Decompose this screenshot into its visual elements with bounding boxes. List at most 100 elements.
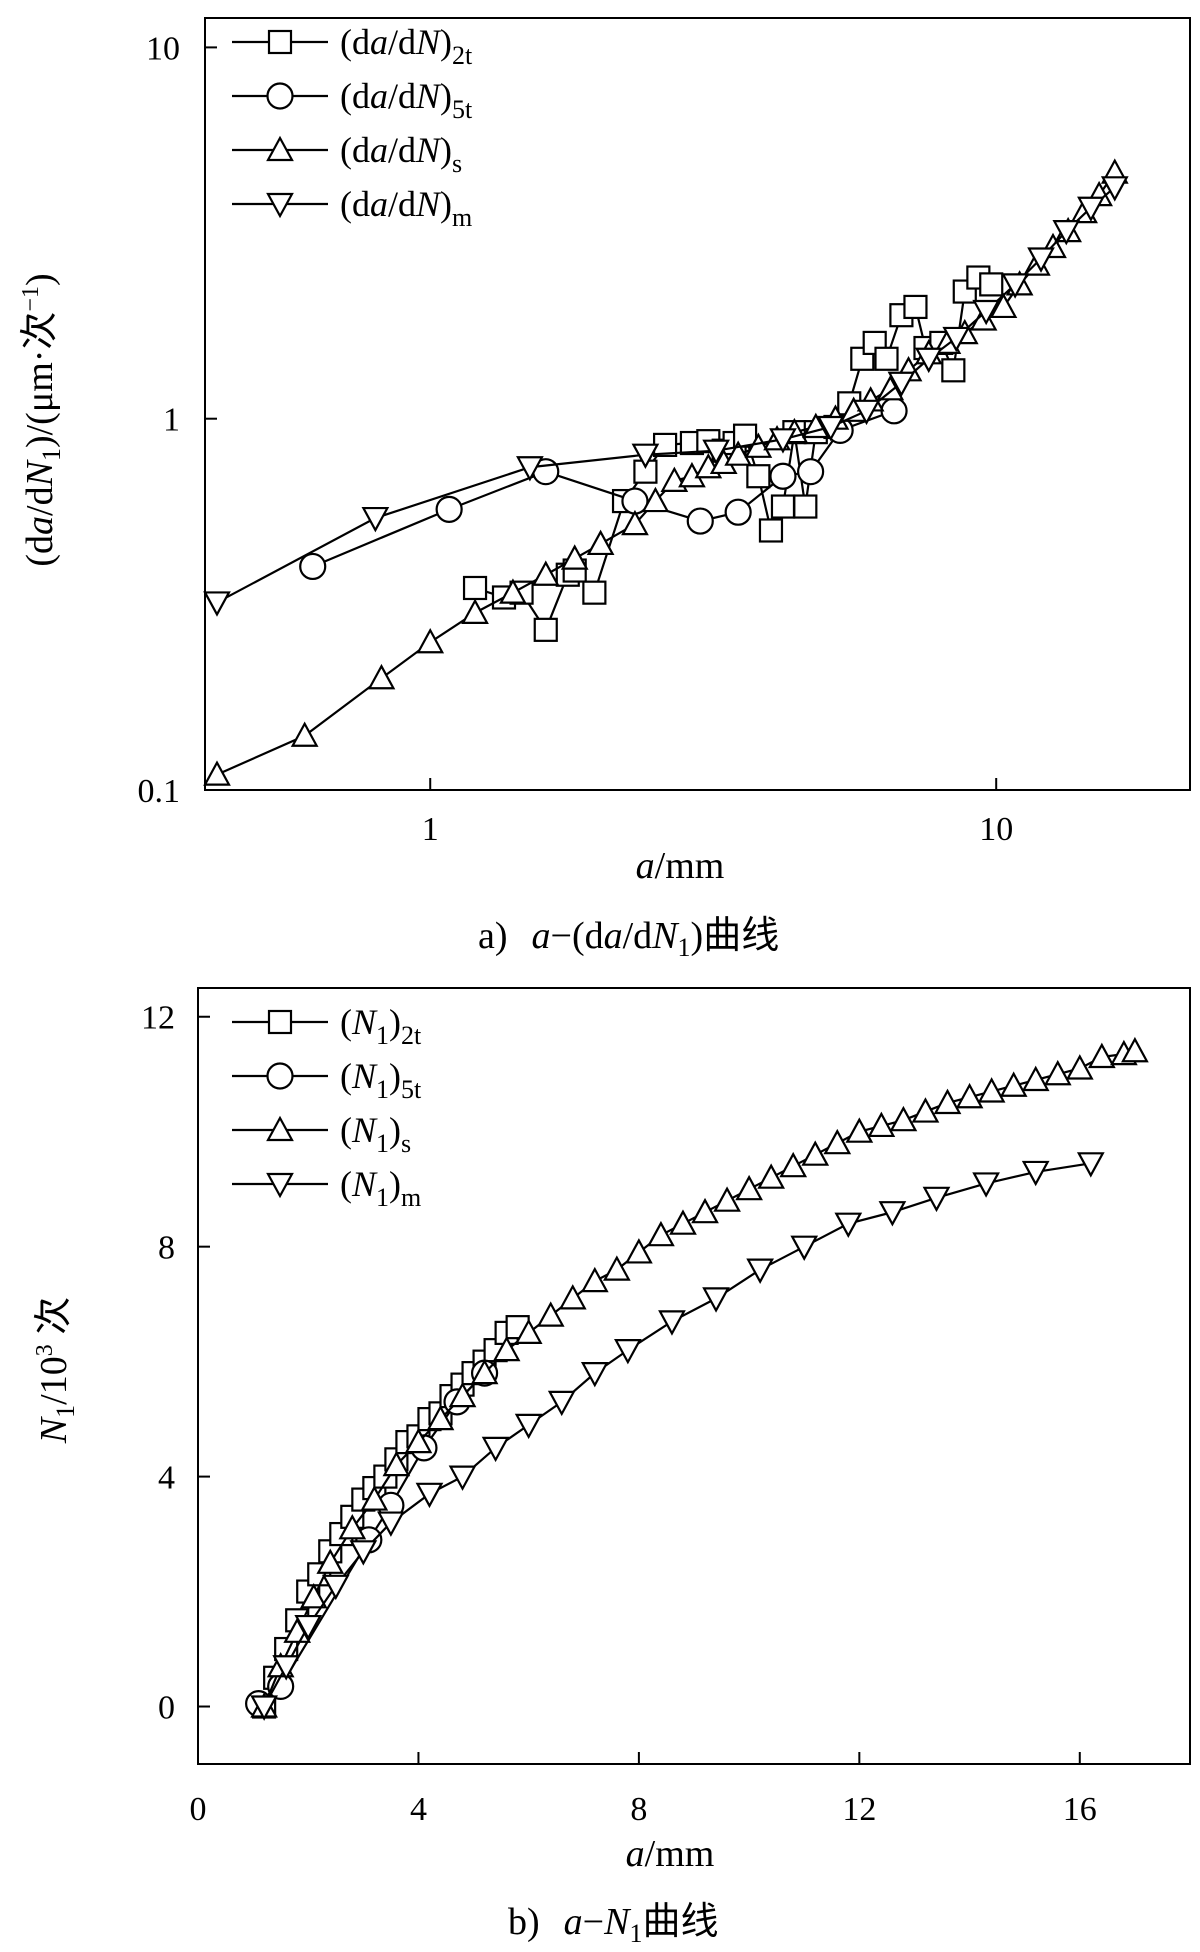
chart-b-y-tick-label: 4 [158,1460,175,1497]
chart-b-series-triangle-up-point [1087,1042,1116,1069]
chart-b-series-triangle-down-point [272,1655,301,1681]
chart-a-series-square-point [582,580,607,605]
chart-a-series-triangle-up-point [876,375,905,401]
chart-a-legend-label-circle: (da/dN)5t [340,76,473,124]
chart-b-ticks: 0 4 8 12 16 0 4 8 12 [141,1000,1097,1828]
chart-a-series-square-point [793,494,818,519]
chart-a-series-square-point [758,518,784,543]
chart-a-series-square-point [979,272,1004,297]
chart-b-series-triangle-up-point [735,1174,763,1201]
chart-a-series-square-point [533,617,558,642]
chart-b-series-triangle-down-point [481,1436,510,1463]
chart-b-series-triangle-up-point [558,1284,587,1310]
chart-b-series-triangle-down-point [514,1413,543,1440]
chart-b-series-triangle-up-point [1121,1036,1149,1063]
chart-a-series-circle-point [724,498,752,526]
chart-b-legend-label-triangle-up: (N1)s [340,1110,411,1158]
chart-b-series-triangle-up-point [933,1088,962,1115]
chart-a-series-square-point [941,358,966,383]
chart-a-x-tick-label: 1 [422,811,439,848]
chart-a-series-triangle-down-point [1027,247,1055,273]
chart-b-legend-label-square: (N1)2t [340,1002,422,1050]
chart-a-series-triangle-up-point [367,663,396,690]
chart-a-caption: a) a−(da/dN1)曲线 [478,915,779,962]
chart-b-series-triangle-up-point [299,1583,328,1609]
chart-a-series-triangle-down-point [1077,196,1105,223]
chart-b-series-triangle-up-point [536,1301,565,1327]
chart-b-series-triangle-up-point [889,1105,918,1132]
chart-a-series-circle-point [797,458,825,486]
chart-a-legend-label-triangle-up: (da/dN)s [340,130,462,178]
chart-b-series-triangle-up-point [691,1197,719,1224]
chart-b-x-tick-label: 16 [1063,1791,1097,1828]
chart-b-legend-marker-square [267,1009,293,1035]
chart-a-series-triangle-up-point [499,578,527,604]
chart-a-y-tick-label: 10 [146,30,180,67]
chart-a-series-triangle-down-point [769,428,797,454]
chart-a-series-triangle-down-line [216,186,1116,604]
chart-a-series-triangle-up-point [744,432,773,458]
chart-b-series-triangle-down-point [1076,1152,1105,1178]
chart-b-series-triangle-down-point [250,1695,278,1721]
chart-b-y-tick-label: 12 [141,1000,175,1037]
chart-b-series-triangle-down-point [415,1482,444,1509]
chart-a-xlabel: a/mm [636,845,725,887]
chart-a-series-triangle-down-point [1100,176,1129,202]
chart-b-series-triangle-up-point [1065,1054,1094,1080]
chart-b-series-triangle-up-point [514,1318,543,1344]
chart-a-plot-frame [204,17,1191,791]
chart-a-series-square-point [462,575,488,601]
chart-b-series-triangle-up-point [316,1548,345,1574]
chart-b-series-triangle-up-point [1021,1065,1050,1092]
chart-a-series-square-point [746,464,771,489]
chart-a-series-triangle-up-point [586,529,615,556]
chart-b-x-tick-label: 12 [842,1791,876,1828]
chart-a-series-circle-point [686,507,714,535]
chart-a-series-triangle-down-point [1001,273,1029,299]
chart-b-series-triangle-up-point [338,1514,367,1540]
chart-a-ticks: 1 10 0.1 1 10 [138,30,1014,848]
chart-a-series-circle-line [312,409,895,568]
chart-b-series-triangle-up-point [470,1358,499,1385]
chart-a-series-triangle-down-point [631,443,660,469]
chart-b-x-tick-label: 4 [410,1791,427,1828]
chart-b-series-triangle-down-point [614,1339,642,1365]
chart-a-series-triangle-down-point [887,371,916,398]
chart-b-legend-label-circle: (N1)5t [340,1056,422,1104]
chart-a-legend-marker-triangle-up [266,135,294,162]
chart-a-series [203,158,1129,786]
chart-b-legend: (N1)2t (N1)5t (N1)s (N1)m [232,1002,422,1212]
chart-b-series-triangle-up-point [801,1140,830,1166]
chart-b-series-triangle-down-point [580,1362,609,1388]
chart-a-legend: (da/dN)2t (da/dN)5t (da/dN)s (da/dN)m [232,22,473,232]
chart-a-series-triangle-down-point [702,439,730,465]
chart-a-series-triangle-down-point [516,456,544,482]
chart-b-series-triangle-down-point [972,1172,1000,1198]
chart-b-y-tick-label: 0 [158,1690,175,1727]
chart-b-series [245,1036,1149,1721]
chart-a-series-triangle-up-line [216,171,1116,776]
chart-a-series-triangle-down-point [361,506,390,533]
chart-a-series-circle-point [435,495,463,523]
chart-a-series-circle-point [769,462,797,490]
chart-a-ylabel: (da/dN1)/(μm·次−1) [18,273,66,566]
chart-b-series-triangle-down-point [349,1540,378,1566]
chart-a-series-triangle-down-point [914,347,943,374]
chart-b-series-triangle-up-point [1043,1059,1072,1086]
chart-b-y-tick-label: 8 [158,1230,175,1267]
chart-a-series-circle-point [880,397,908,425]
chart-b-legend-marker-triangle-down [266,1172,294,1199]
chart-b-caption: b) a−N1曲线 [508,1901,718,1948]
chart-a-series-triangle-down-point [816,415,845,442]
chart-b-series-triangle-up-point [955,1082,984,1109]
chart-b-x-tick-label: 0 [190,1791,207,1828]
chart-b-series-triangle-up-point [602,1255,631,1281]
chart-b-series-triangle-up-point [404,1427,433,1454]
chart-a-legend-label-triangle-down: (da/dN)m [340,184,472,232]
chart-b-series-triangle-down-point [377,1511,405,1537]
chart-a-series-triangle-down-point [203,591,231,617]
chart-a-legend-marker-triangle-down [266,192,294,219]
chart-b-series-triangle-up-point [492,1335,521,1362]
chart-b: 0 4 8 12 16 0 4 8 12 (N1)2t (N1)5t (N1)s (N1)m N1/1… [32,987,1191,1948]
chart-a-series-square-point [903,294,928,320]
